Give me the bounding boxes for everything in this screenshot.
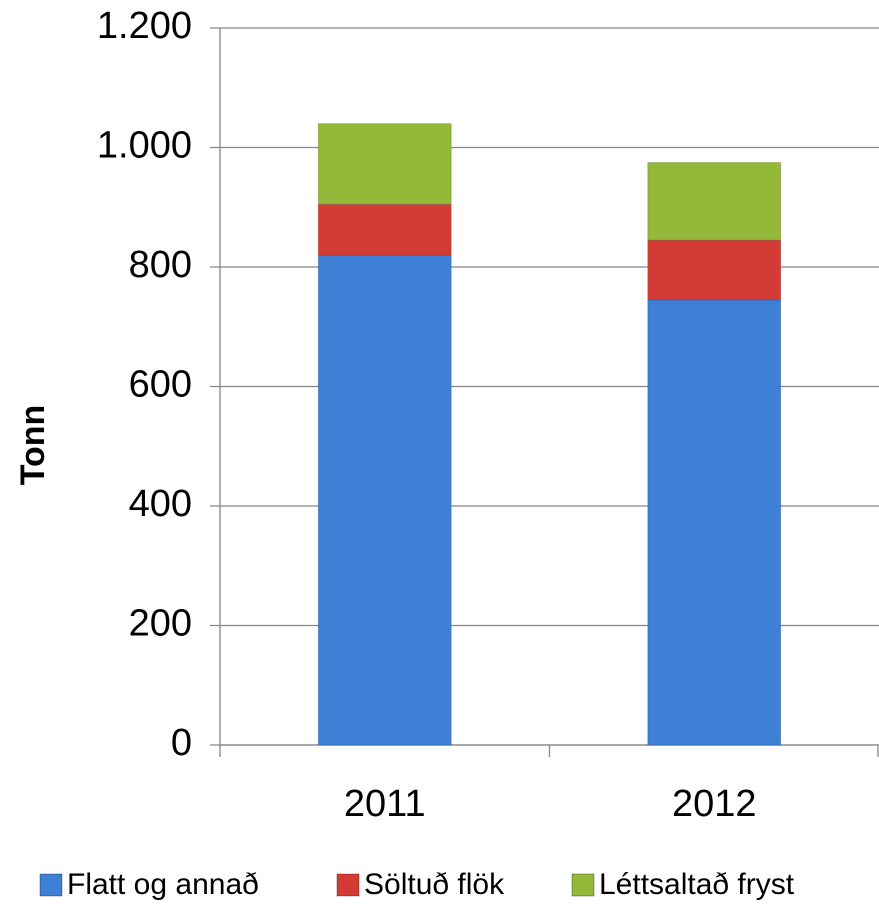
bar-segment bbox=[647, 299, 782, 746]
y-tick-label: 400 bbox=[129, 483, 192, 525]
bar-segment bbox=[317, 203, 452, 256]
legend-swatch bbox=[39, 873, 63, 897]
bar-segment bbox=[317, 254, 452, 746]
legend-label: Léttsaltað fryst bbox=[599, 868, 795, 901]
y-tick-label: 200 bbox=[129, 603, 192, 645]
x-tick-label: 2012 bbox=[672, 783, 757, 825]
legend-swatch bbox=[571, 873, 595, 897]
y-tick-label: 600 bbox=[129, 364, 192, 406]
y-tick-label: 0 bbox=[171, 722, 192, 764]
x-tick-label: 2011 bbox=[344, 783, 426, 825]
bar-segment bbox=[647, 239, 782, 301]
bar-segment bbox=[317, 123, 452, 205]
y-tick-label: 1.000 bbox=[97, 125, 192, 167]
legend-label: Flatt og annað bbox=[67, 868, 259, 901]
legend-label: Söltuð flök bbox=[364, 868, 505, 901]
legend-swatch bbox=[336, 873, 360, 897]
bar-segment bbox=[647, 161, 782, 241]
y-axis-label: Tonn bbox=[14, 405, 52, 486]
y-tick-label: 1.200 bbox=[97, 5, 192, 47]
y-tick-label: 800 bbox=[129, 244, 192, 286]
